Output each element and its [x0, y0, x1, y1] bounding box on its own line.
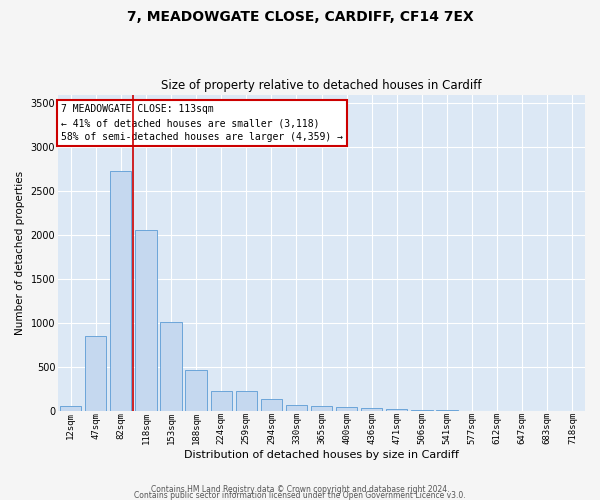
Bar — [260, 398, 282, 411]
Bar — [236, 390, 257, 411]
Bar — [135, 230, 157, 411]
Y-axis label: Number of detached properties: Number of detached properties — [15, 170, 25, 334]
Bar — [361, 408, 382, 411]
Bar — [286, 404, 307, 411]
Text: 7, MEADOWGATE CLOSE, CARDIFF, CF14 7EX: 7, MEADOWGATE CLOSE, CARDIFF, CF14 7EX — [127, 10, 473, 24]
X-axis label: Distribution of detached houses by size in Cardiff: Distribution of detached houses by size … — [184, 450, 459, 460]
Bar — [336, 407, 357, 411]
Bar — [160, 322, 182, 411]
Bar — [110, 171, 131, 411]
Text: Contains HM Land Registry data © Crown copyright and database right 2024.: Contains HM Land Registry data © Crown c… — [151, 484, 449, 494]
Bar — [60, 406, 81, 411]
Bar — [411, 410, 433, 411]
Bar — [85, 336, 106, 411]
Bar — [211, 390, 232, 411]
Bar — [386, 409, 407, 411]
Text: Contains public sector information licensed under the Open Government Licence v3: Contains public sector information licen… — [134, 490, 466, 500]
Title: Size of property relative to detached houses in Cardiff: Size of property relative to detached ho… — [161, 79, 482, 92]
Bar — [185, 370, 207, 411]
Bar — [311, 406, 332, 411]
Text: 7 MEADOWGATE CLOSE: 113sqm
← 41% of detached houses are smaller (3,118)
58% of s: 7 MEADOWGATE CLOSE: 113sqm ← 41% of deta… — [61, 104, 343, 142]
